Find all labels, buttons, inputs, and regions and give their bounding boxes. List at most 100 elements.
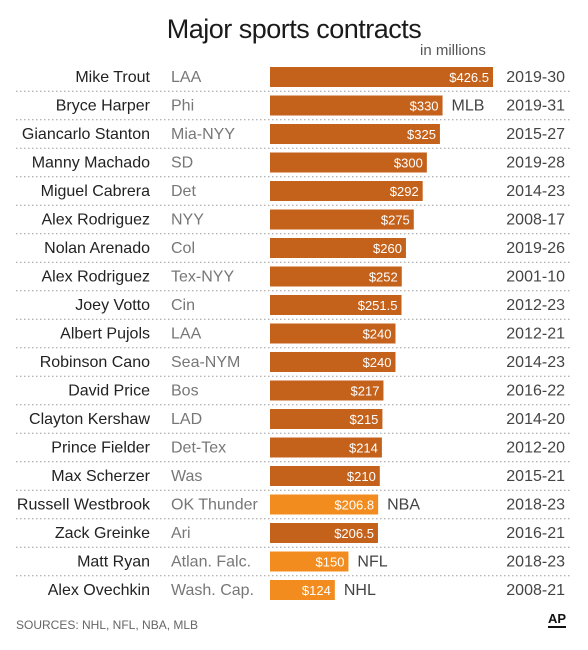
contract-years-label: 2014-23 xyxy=(506,183,565,200)
contract-years-label: 2012-21 xyxy=(506,326,565,343)
contract-years-label: 2008-21 xyxy=(506,582,565,599)
contract-years-label: 2012-23 xyxy=(506,297,565,314)
player-name-label: Clayton Kershaw xyxy=(29,411,150,428)
player-name-label: Miguel Cabrera xyxy=(41,183,150,200)
contract-years-label: 2014-20 xyxy=(506,411,565,428)
contract-bar xyxy=(270,152,427,173)
contract-bar xyxy=(270,124,440,144)
contract-years-label: 2008-17 xyxy=(506,212,565,229)
bar-value-label: $300 xyxy=(394,156,423,171)
team-label: Tex-NYY xyxy=(171,269,234,286)
contract-years-label: 2001-10 xyxy=(506,269,565,286)
bar-value-label: $124 xyxy=(302,583,331,598)
team-label: NYY xyxy=(171,212,204,229)
player-name-label: Joey Votto xyxy=(75,297,150,314)
player-name-label: Max Scherzer xyxy=(51,468,150,485)
contract-bar xyxy=(270,466,380,486)
team-label: LAA xyxy=(171,69,202,86)
bar-value-label: $150 xyxy=(316,555,345,570)
contract-years-label: 2012-20 xyxy=(506,440,565,457)
bar-value-label: $252 xyxy=(369,270,398,285)
bar-value-label: $240 xyxy=(363,327,392,342)
player-name-label: Russell Westbrook xyxy=(17,497,151,514)
contract-years-label: 2016-21 xyxy=(506,525,565,542)
team-label: LAA xyxy=(171,326,202,343)
player-name-label: Giancarlo Stanton xyxy=(22,126,150,143)
contract-years-label: 2015-21 xyxy=(506,468,565,485)
contract-years-label: 2015-27 xyxy=(506,126,565,143)
contract-bar xyxy=(270,181,423,201)
chart-title: Major sports contracts xyxy=(166,14,422,44)
bar-value-label: $260 xyxy=(373,241,402,256)
contract-years-label: 2018-23 xyxy=(506,497,565,514)
team-label: SD xyxy=(171,155,193,172)
bar-value-label: $251.5 xyxy=(358,298,398,313)
league-label: MLB xyxy=(452,98,485,115)
player-name-label: Nolan Arenado xyxy=(44,240,150,257)
team-label: Det-Tex xyxy=(171,440,226,457)
contract-bar xyxy=(270,95,443,116)
bar-value-label: $206.5 xyxy=(334,526,374,541)
contract-bar xyxy=(270,580,335,600)
team-label: Atlan. Falc. xyxy=(171,554,251,571)
team-label: Ari xyxy=(171,525,191,542)
bar-value-label: $426.5 xyxy=(449,70,489,85)
contract-bar xyxy=(270,238,406,258)
bar-value-label: $206.8 xyxy=(334,498,374,513)
contract-years-label: 2019-31 xyxy=(506,98,565,115)
player-name-label: Mike Trout xyxy=(75,69,150,86)
bar-value-label: $210 xyxy=(347,469,376,484)
unit-label: in millions xyxy=(420,42,486,59)
team-label: Wash. Cap. xyxy=(171,582,254,599)
player-name-label: Prince Fielder xyxy=(51,440,150,457)
contract-years-label: 2016-22 xyxy=(506,383,565,400)
player-name-label: Alex Rodriguez xyxy=(42,212,151,229)
contract-bar xyxy=(270,494,379,515)
player-name-label: Alex Ovechkin xyxy=(48,582,150,599)
ap-logo: AP xyxy=(548,611,567,628)
bar-value-label: $215 xyxy=(349,412,378,427)
contract-bar xyxy=(270,409,383,429)
team-label: Col xyxy=(171,240,195,257)
player-name-label: Zack Greinke xyxy=(55,525,150,542)
source-note: SOURCES: NHL, NFL, NBA, MLB xyxy=(16,618,199,632)
player-name-label: Alex Rodriguez xyxy=(42,269,151,286)
bar-value-label: $325 xyxy=(407,127,436,142)
contract-years-label: 2019-26 xyxy=(506,240,565,257)
contract-years-label: 2019-28 xyxy=(506,155,565,172)
contract-bar xyxy=(270,352,396,372)
contract-bar xyxy=(270,67,493,87)
contract-bar xyxy=(270,551,349,572)
bar-value-label: $240 xyxy=(363,355,392,370)
player-name-label: Albert Pujols xyxy=(60,326,150,343)
bar-value-label: $275 xyxy=(381,213,410,228)
league-label: NFL xyxy=(357,554,387,571)
bar-value-label: $330 xyxy=(410,99,439,114)
player-name-label: Matt Ryan xyxy=(77,554,150,571)
contract-bar xyxy=(270,437,382,458)
player-name-label: David Price xyxy=(68,383,150,400)
contract-bar xyxy=(270,209,414,230)
team-label: OK Thunder xyxy=(171,497,259,514)
contract-bar xyxy=(270,295,402,315)
team-label: LAD xyxy=(171,411,202,428)
team-label: Det xyxy=(171,183,196,200)
player-name-label: Bryce Harper xyxy=(56,98,151,115)
player-name-label: Manny Machado xyxy=(32,155,150,172)
player-name-label: Robinson Cano xyxy=(40,354,150,371)
team-label: Phi xyxy=(171,98,194,115)
contract-bar xyxy=(270,323,396,344)
league-label: NHL xyxy=(344,582,376,599)
bar-value-label: $214 xyxy=(349,441,378,456)
contract-years-label: 2014-23 xyxy=(506,354,565,371)
team-label: Sea-NYM xyxy=(171,354,240,371)
league-label: NBA xyxy=(387,497,420,514)
team-label: Was xyxy=(171,468,202,485)
bar-value-label: $217 xyxy=(351,384,380,399)
contract-years-label: 2019-30 xyxy=(506,69,565,86)
contract-bar xyxy=(270,266,402,287)
contract-bar xyxy=(270,523,378,543)
bar-value-label: $292 xyxy=(390,184,419,199)
contract-bar xyxy=(270,380,384,401)
